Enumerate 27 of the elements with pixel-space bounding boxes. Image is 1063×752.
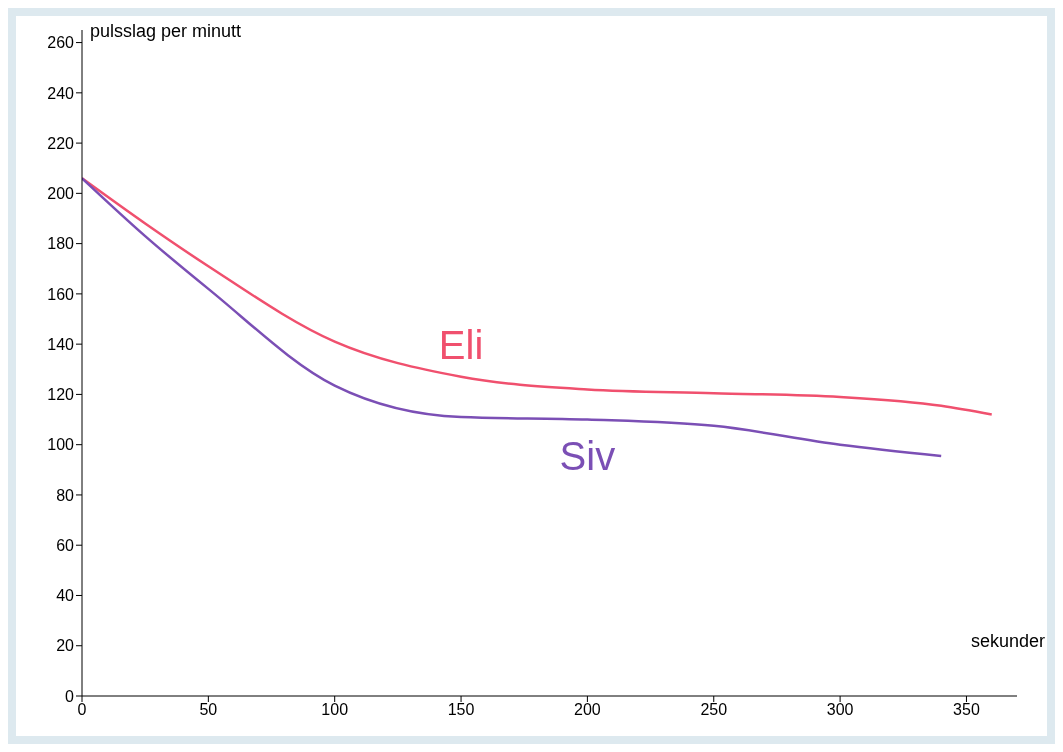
x-tick-label: 350 <box>953 701 980 719</box>
x-tick-label: 50 <box>199 701 218 719</box>
x-tick-label: 0 <box>77 701 87 719</box>
x-tick-label: 100 <box>321 701 349 719</box>
x-axis-title: sekunder <box>970 630 1045 651</box>
line-series <box>82 177 993 416</box>
y-tick-label: 120 <box>47 386 75 404</box>
y-tick-label: 260 <box>47 34 75 52</box>
y-tick-label: 200 <box>47 185 75 203</box>
y-tick-label: 140 <box>47 335 75 353</box>
y-tick-label: 220 <box>47 134 75 152</box>
x-tick-label: 150 <box>447 701 475 719</box>
x-tick-label: 200 <box>574 701 601 719</box>
x-tick-label: 300 <box>826 701 854 719</box>
x-tick-label: 250 <box>700 701 728 719</box>
y-tick-label: 40 <box>56 587 75 605</box>
y-tick-label: 180 <box>47 235 75 253</box>
series-label: Eli <box>438 322 484 367</box>
y-axis-title: pulsslag per minutt <box>90 20 242 41</box>
y-tick-label: 240 <box>47 84 75 102</box>
y-tick-label: 100 <box>47 436 75 454</box>
series-label: Siv <box>559 433 616 478</box>
y-tick-label: 80 <box>56 486 75 504</box>
y-tick-label: 60 <box>56 536 75 554</box>
y-tick-label: 0 <box>65 687 75 705</box>
y-tick-label: 160 <box>47 285 75 303</box>
y-tick-label: 20 <box>56 637 75 655</box>
